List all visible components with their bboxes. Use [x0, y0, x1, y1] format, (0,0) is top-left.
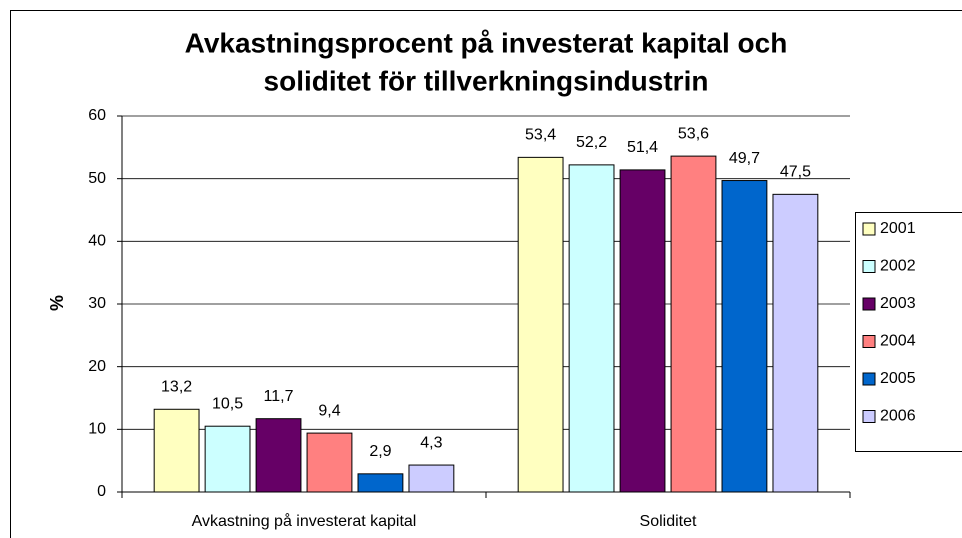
y-tick-label: 10: [88, 421, 106, 438]
y-tick-label: 40: [88, 233, 106, 250]
x-tick-label: Soliditet: [640, 513, 697, 530]
legend-label: 2003: [880, 295, 916, 312]
y-tick-label: 50: [88, 170, 106, 187]
bar: [306, 432, 353, 493]
bar: [721, 180, 768, 493]
legend-swatch: [862, 410, 876, 423]
bar: [619, 169, 666, 493]
data-label: 53,4: [525, 127, 556, 144]
data-label: 11,7: [264, 388, 294, 405]
x-tick-label: Avkastning på investerat kapital: [192, 512, 417, 530]
legend-swatch: [862, 372, 876, 386]
chart-title: Avkastningsprocent på investerat kapital…: [185, 27, 788, 58]
bar: [670, 155, 717, 493]
bar: [568, 164, 615, 493]
bar: [408, 464, 455, 493]
data-label: 53,6: [678, 125, 709, 142]
legend-swatch: [862, 222, 876, 236]
legend-label: 2001: [880, 220, 916, 237]
bar: [204, 425, 251, 493]
bar: [517, 156, 564, 493]
data-label: 10,5: [212, 395, 243, 412]
bar: [357, 473, 404, 493]
legend-label: 2004: [880, 333, 916, 350]
y-tick-label: 0: [97, 483, 106, 500]
data-label: 9,4: [318, 402, 340, 419]
y-tick-label: 30: [88, 295, 106, 312]
legend-swatch: [862, 260, 876, 273]
data-label: 49,7: [729, 150, 760, 167]
data-label: 2,9: [369, 443, 391, 460]
bar: [772, 193, 819, 493]
data-label: 13,2: [161, 378, 192, 395]
data-label: 4,3: [420, 434, 442, 451]
y-tick-label: 20: [88, 358, 106, 375]
legend-label: 2002: [880, 258, 916, 275]
legend-label: 2006: [880, 408, 916, 425]
data-label: 52,2: [576, 134, 607, 151]
y-tick-label: 60: [88, 107, 106, 124]
legend-swatch: [862, 335, 876, 348]
bar: [255, 418, 302, 493]
bar: [153, 408, 200, 493]
data-label: 47,5: [780, 164, 811, 181]
legend-swatch: [862, 297, 876, 311]
chart-title: soliditet för tillverkningsindustrin: [264, 65, 709, 96]
data-label: 51,4: [627, 139, 658, 156]
y-axis-label: %: [47, 295, 67, 311]
legend-label: 2005: [880, 370, 916, 387]
